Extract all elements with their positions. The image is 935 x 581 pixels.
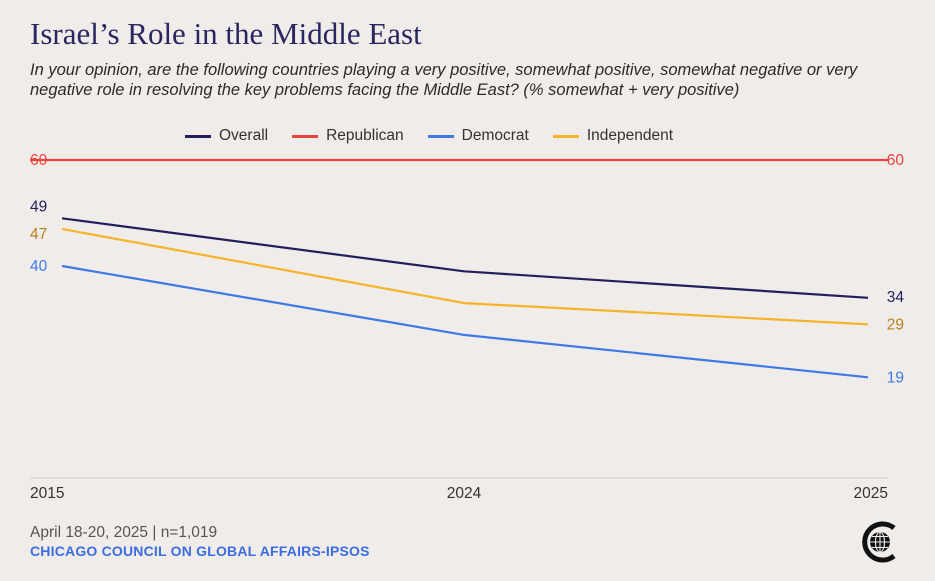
legend-label-republican: Republican bbox=[326, 127, 404, 144]
legend-item-republican: Republican bbox=[292, 127, 404, 145]
x-tick-label-2025: 2025 bbox=[854, 485, 888, 502]
series-line-overall bbox=[61, 217, 869, 299]
legend-label-overall: Overall bbox=[219, 127, 269, 144]
legend-swatch-overall bbox=[185, 134, 211, 138]
chicago-council-globe-icon bbox=[862, 521, 896, 563]
data-label-independent-2025: 29 bbox=[887, 316, 904, 333]
data-label-republican-2015: 60 bbox=[30, 152, 48, 169]
x-tick-label-2024: 2024 bbox=[447, 485, 482, 502]
data-label-overall-2025: 34 bbox=[887, 289, 905, 306]
data-label-democrat-2015: 40 bbox=[30, 258, 48, 275]
legend-item-overall: Overall bbox=[185, 127, 268, 145]
data-label-overall-2015: 49 bbox=[30, 198, 47, 215]
legend-swatch-independent bbox=[552, 134, 579, 138]
chart-legend: Overall Republican Democrat Independent bbox=[185, 127, 697, 145]
legend-label-democrat: Democrat bbox=[461, 127, 529, 144]
chart-title: Israel’s Role in the Middle East bbox=[30, 16, 422, 51]
chart-subtitle: In your opinion, are the following count… bbox=[30, 61, 858, 99]
legend-item-democrat: Democrat bbox=[427, 127, 529, 145]
legend-item-independent: Independent bbox=[552, 127, 674, 145]
legend-label-independent: Independent bbox=[586, 127, 674, 144]
series-line-democrat bbox=[61, 264, 869, 379]
data-label-republican-2025: 60 bbox=[887, 152, 905, 169]
series-line-independent bbox=[61, 227, 869, 326]
source-label: CHICAGO COUNCIL ON GLOBAL AFFAIRS-IPSOS bbox=[30, 543, 370, 559]
data-label-democrat-2025: 19 bbox=[887, 369, 904, 386]
x-tick-label-2015: 2015 bbox=[30, 485, 64, 502]
survey-date: April 18-20, 2025 | n=1,019 bbox=[30, 524, 218, 541]
legend-swatch-democrat bbox=[427, 134, 454, 138]
legend-swatch-republican bbox=[292, 134, 319, 138]
data-label-independent-2015: 47 bbox=[30, 226, 47, 243]
